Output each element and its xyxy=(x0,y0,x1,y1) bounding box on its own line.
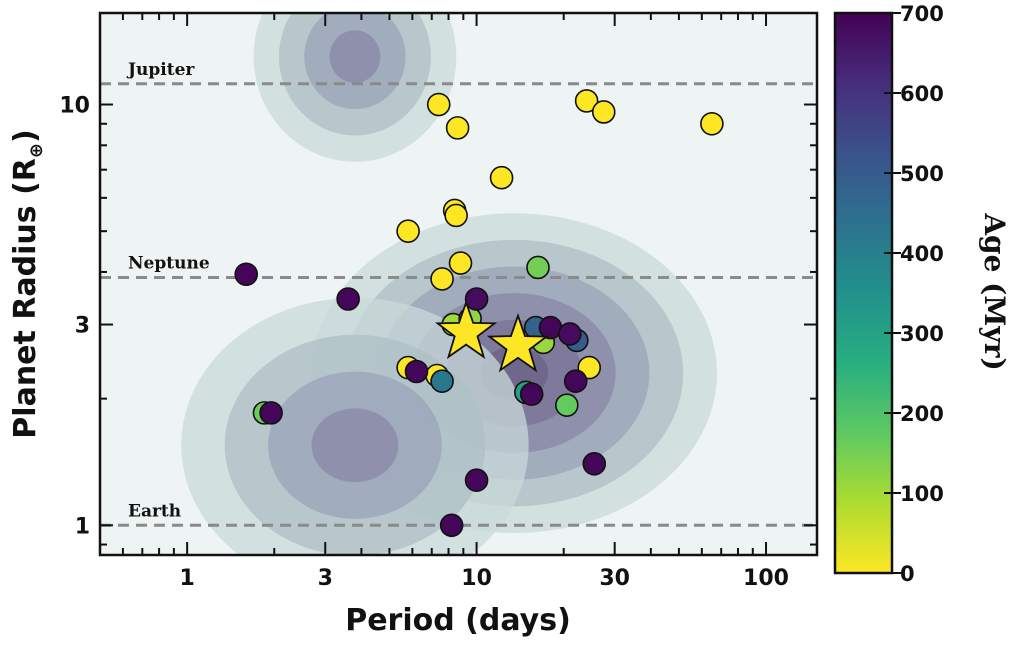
planet-point xyxy=(519,382,544,406)
plot-frame xyxy=(98,11,819,557)
y-axis-title: Planet Radius (R⊕) xyxy=(8,129,47,438)
colorbar-tick-label: 700 xyxy=(900,2,944,26)
planet-point xyxy=(489,165,514,190)
planet-point xyxy=(464,287,489,311)
planet-point xyxy=(445,116,470,140)
planet-point xyxy=(464,468,489,492)
star-marker xyxy=(486,313,550,373)
y-tick-label: 10 xyxy=(59,94,90,119)
planet-point xyxy=(526,255,550,280)
planet-point xyxy=(700,111,724,136)
y-tick-label: 3 xyxy=(75,314,90,339)
scatter-points xyxy=(234,89,724,538)
planet-point xyxy=(591,100,616,124)
planet-point xyxy=(259,401,283,425)
x-axis-ticks: 1 3 10 30 100 xyxy=(99,13,789,591)
colorbar-tick-label: 500 xyxy=(900,162,944,186)
density-contours xyxy=(181,13,717,555)
planet-point xyxy=(582,452,607,476)
colorbar-tick-label: 300 xyxy=(900,322,944,346)
planet-point xyxy=(563,369,588,394)
planet-point xyxy=(444,203,468,228)
planet-point xyxy=(574,89,599,113)
planet-point xyxy=(430,267,454,291)
planet-point xyxy=(234,262,259,287)
planet-point xyxy=(430,369,454,394)
reference-label-earth: Earth xyxy=(128,501,181,521)
x-tick-label: 1 xyxy=(179,566,194,591)
x-axis-title: Period (days) xyxy=(345,603,571,638)
reference-labels: Jupiter Neptune Earth xyxy=(126,60,210,521)
y-axis-title-subscript: ⊕ xyxy=(26,143,47,158)
planet-point xyxy=(426,92,451,117)
reference-lines xyxy=(100,82,817,527)
y-axis-title-main: Planet Radius (R xyxy=(8,158,43,439)
colorbar-tick-label: 0 xyxy=(900,562,915,586)
x-tick-label: 10 xyxy=(461,566,492,591)
planet-point xyxy=(396,219,420,243)
planet-point xyxy=(336,287,360,311)
reference-label-jupiter: Jupiter xyxy=(126,60,195,80)
density-contour-1-3 xyxy=(311,408,399,483)
x-tick-label: 100 xyxy=(743,566,789,591)
reference-label-neptune: Neptune xyxy=(128,254,210,274)
star-marker xyxy=(434,299,498,360)
planet-point xyxy=(555,393,579,417)
planet-point xyxy=(558,322,582,346)
colorbar-tick-label: 100 xyxy=(900,482,944,506)
density-contour-2-3 xyxy=(329,30,381,83)
x-tick-label: 3 xyxy=(318,566,333,591)
y-axis-ticks: 1 3 10 xyxy=(59,94,817,546)
colorbar-title: Age (Myr) xyxy=(978,212,1011,370)
colorbar-tick-label: 400 xyxy=(900,242,944,266)
colorbar-tick-label: 600 xyxy=(900,82,944,106)
colorbar xyxy=(833,11,894,575)
planet-point xyxy=(439,513,464,538)
y-tick-label: 1 xyxy=(75,514,90,539)
star-markers xyxy=(434,299,550,373)
planet-point xyxy=(448,251,473,275)
colorbar-tick-label: 200 xyxy=(900,402,944,426)
x-tick-label: 30 xyxy=(599,566,630,591)
colorbar-ticks: 0 100 200 300 400 500 600 700 xyxy=(884,2,944,586)
planet-point xyxy=(404,359,429,384)
y-axis-title-close: ) xyxy=(8,129,43,143)
